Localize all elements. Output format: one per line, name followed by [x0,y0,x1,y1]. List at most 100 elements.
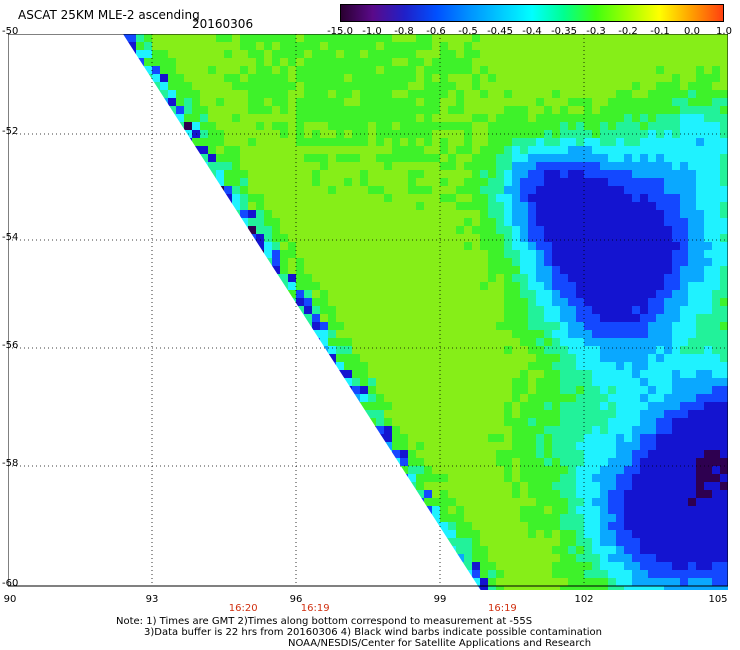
field-cell [168,42,176,50]
field-cell [656,106,664,114]
field-cell [352,218,360,226]
field-cell [624,258,632,266]
field-cell [632,338,640,346]
field-cell [328,58,336,66]
field-cell [568,466,576,474]
field-cell [440,442,448,450]
field-cell [448,154,456,162]
field-cell [616,410,624,418]
field-cell [672,266,680,274]
longitude-label: 90 [3,594,17,605]
field-cell [456,538,464,546]
field-cell [232,186,240,194]
field-cell [616,178,624,186]
field-cell [720,562,728,570]
field-cell [328,290,336,298]
field-cell [672,250,680,258]
field-cell [464,338,472,346]
field-cell [488,482,496,490]
field-cell [480,106,488,114]
field-cell [432,418,440,426]
field-cell [560,242,568,250]
field-cell [576,490,584,498]
field-cell [696,490,704,498]
field-cell [696,42,704,50]
field-cell [600,362,608,370]
field-cell [688,34,696,42]
field-cell [696,218,704,226]
field-cell [408,314,416,322]
field-cell [272,194,280,202]
field-cell [688,314,696,322]
field-cell [264,90,272,98]
field-cell [408,154,416,162]
field-cell [328,314,336,322]
field-cell [688,522,696,530]
field-cell [320,226,328,234]
field-cell [384,154,392,162]
field-cell [224,178,232,186]
field-cell [576,34,584,42]
field-cell [648,562,656,570]
field-cell [544,74,552,82]
field-cell [504,450,512,458]
field-cell [544,34,552,42]
field-cell [432,402,440,410]
field-cell [408,242,416,250]
field-cell [664,138,672,146]
field-cell [368,42,376,50]
field-cell [216,170,224,178]
field-cell [408,298,416,306]
field-cell [608,474,616,482]
field-cell [456,34,464,42]
field-cell [272,34,280,42]
field-cell [328,258,336,266]
field-cell [456,90,464,98]
field-cell [320,170,328,178]
field-cell [672,290,680,298]
field-cell [704,402,712,410]
field-cell [688,306,696,314]
field-cell [384,354,392,362]
field-cell [504,234,512,242]
field-cell [656,530,664,538]
field-cell [688,402,696,410]
field-cell [648,74,656,82]
field-cell [520,346,528,354]
field-cell [608,498,616,506]
field-cell [512,250,520,258]
field-cell [496,338,504,346]
field-cell [656,378,664,386]
field-cell [416,466,424,474]
field-cell [232,74,240,82]
field-cell [432,274,440,282]
field-cell [296,274,304,282]
field-cell [584,378,592,386]
field-cell [512,210,520,218]
field-cell [424,58,432,66]
field-cell [520,250,528,258]
field-cell [432,370,440,378]
field-cell [568,306,576,314]
field-cell [704,146,712,154]
field-cell [304,34,312,42]
field-cell [520,538,528,546]
field-cell [504,474,512,482]
field-cell [480,538,488,546]
field-cell [528,466,536,474]
field-cell [720,410,728,418]
field-cell [592,266,600,274]
field-cell [592,250,600,258]
field-cell [504,378,512,386]
field-cell [640,162,648,170]
field-cell [680,306,688,314]
field-cell [448,34,456,42]
field-cell [304,178,312,186]
field-cell [584,90,592,98]
field-cell [328,354,336,362]
field-cell [584,466,592,474]
wind-map [8,34,728,590]
field-cell [544,346,552,354]
field-cell [272,58,280,66]
field-cell [720,242,728,250]
